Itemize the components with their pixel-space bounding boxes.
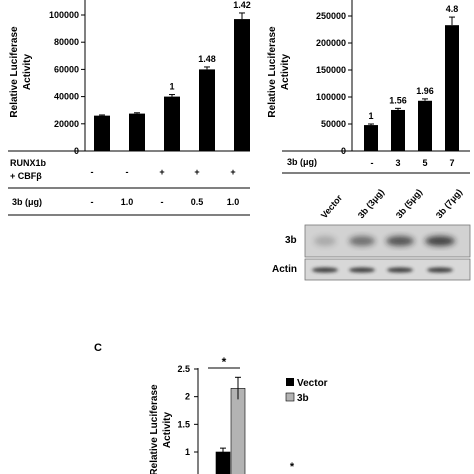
left-table-cell: + (159, 167, 164, 177)
c-legend-swatch-vector (286, 378, 294, 386)
c-ytick-label: 2.5 (177, 364, 190, 374)
panel-c-bar-chart: Relative Luciferase Activity 11.522.5 * … (149, 355, 328, 474)
c-ylabel-line1: Relative Luciferase (149, 384, 160, 474)
right-ytick-label: 100000 (316, 92, 346, 102)
c-ytick-label: 1.5 (177, 419, 190, 429)
left-ytick-label: 100000 (49, 10, 79, 20)
blot-3b-band (425, 236, 455, 246)
c-significance-bracket: * (208, 355, 240, 369)
c-legend-label-3b: 3b (297, 393, 309, 404)
left-table-cell: - (161, 197, 164, 207)
c-y-axis-label: Relative Luciferase Activity (149, 384, 173, 474)
blot-lane-label: 3b (7μg) (434, 187, 464, 220)
blot-actin-band (312, 267, 338, 273)
left-data-label: 1 (169, 82, 174, 92)
right-bar (364, 125, 378, 151)
right-ytick-label: 200000 (316, 38, 346, 48)
left-bar (129, 113, 145, 151)
left-condition-table: RUNX1b + CBFβ 3b (μg) - - + + + - 1.0 - 0.5 1.0 (8, 150, 250, 216)
right-table-cell: 5 (422, 158, 427, 168)
blot-actin-band (427, 267, 453, 273)
left-bar (164, 96, 180, 151)
left-ytick-label: 60000 (54, 64, 79, 74)
blot-actin-band (387, 267, 413, 273)
left-data-label: 1.48 (198, 54, 216, 64)
blot-3b-band (314, 236, 336, 246)
stray-asterisk: * (290, 461, 295, 473)
right-data-label: 1.96 (416, 86, 434, 96)
right-ytick-label: 150000 (316, 65, 346, 75)
c-ytick-label: 1 (185, 447, 190, 457)
left-table-cell: 1.0 (121, 197, 134, 207)
left-y-axis-label: Relative Luciferase Activity (9, 26, 33, 118)
right-data-label: 4.8 (446, 4, 459, 14)
left-bar-chart: Relative Luciferase Activity 02000040000… (9, 0, 251, 156)
left-bar (94, 115, 110, 151)
right-ytick-label: 250000 (316, 11, 346, 21)
blot-row-label-actin: Actin (272, 264, 297, 275)
right-data-label: 1.56 (389, 95, 407, 105)
left-table-cell: + (194, 167, 199, 177)
right-data-label: 1 (368, 111, 373, 121)
right-table-cell: - (371, 158, 374, 168)
left-table-cell: + (230, 167, 235, 177)
right-y-axis-label: Relative Luciferase Activity (267, 26, 291, 118)
c-legend-swatch-3b (285, 392, 295, 402)
left-table-cell: 1.0 (227, 197, 240, 207)
right-bar (391, 109, 405, 151)
blot-3b-band (349, 236, 375, 246)
c-significance-star: * (222, 355, 227, 369)
c-bar-3b (230, 388, 246, 474)
left-bar (234, 19, 250, 151)
right-ylabel-line1: Relative Luciferase (267, 26, 278, 118)
c-ylabel-line2: Activity (162, 412, 173, 449)
left-table-cell: - (91, 197, 94, 207)
left-table-row2-label: 3b (μg) (12, 197, 42, 207)
left-ytick-label: 20000 (54, 119, 79, 129)
left-ylabel-line2: Activity (22, 54, 33, 91)
blot-lane-label: 3b (3μg) (356, 187, 386, 220)
left-ytick-label: 40000 (54, 92, 79, 102)
blot-actin-band (349, 267, 375, 273)
western-blot: Vector 3b (3μg) 3b (5μg) 3b (7μg) 3b Actin (272, 187, 471, 281)
left-table-cell: - (126, 167, 129, 177)
panel-c-letter: C (94, 342, 102, 354)
left-table-row1-label-line1: RUNX1b (10, 158, 47, 168)
c-ytick-label: 2 (185, 392, 190, 402)
left-table-cell: - (91, 167, 94, 177)
right-table-cell: 7 (449, 158, 454, 168)
right-ytick-label: 50000 (321, 119, 346, 129)
left-ylabel-line1: Relative Luciferase (9, 26, 20, 118)
right-ylabel-line2: Activity (280, 54, 291, 91)
right-table-row-label: 3b (μg) (287, 157, 317, 167)
left-ytick-label: 80000 (54, 37, 79, 47)
right-table-cell: 3 (395, 158, 400, 168)
left-table-cell: 0.5 (191, 197, 204, 207)
left-data-label: 1.42 (233, 0, 251, 10)
right-bar-chart: Relative Luciferase Activity 05000010000… (267, 0, 470, 156)
blot-lane-label: Vector (319, 192, 345, 220)
c-legend: Vector 3b (285, 378, 328, 404)
left-bar (199, 69, 215, 151)
right-condition-table: 3b (μg) - 3 5 7 (282, 150, 470, 174)
blot-3b-band (386, 236, 414, 246)
blot-lane-label: 3b (5μg) (394, 187, 424, 220)
right-bar (418, 100, 432, 151)
c-legend-label-vector: Vector (297, 378, 328, 389)
blot-row-label-3b: 3b (285, 235, 297, 246)
right-bar (445, 25, 459, 151)
left-table-row1-label-line2: + CBFβ (10, 171, 42, 181)
